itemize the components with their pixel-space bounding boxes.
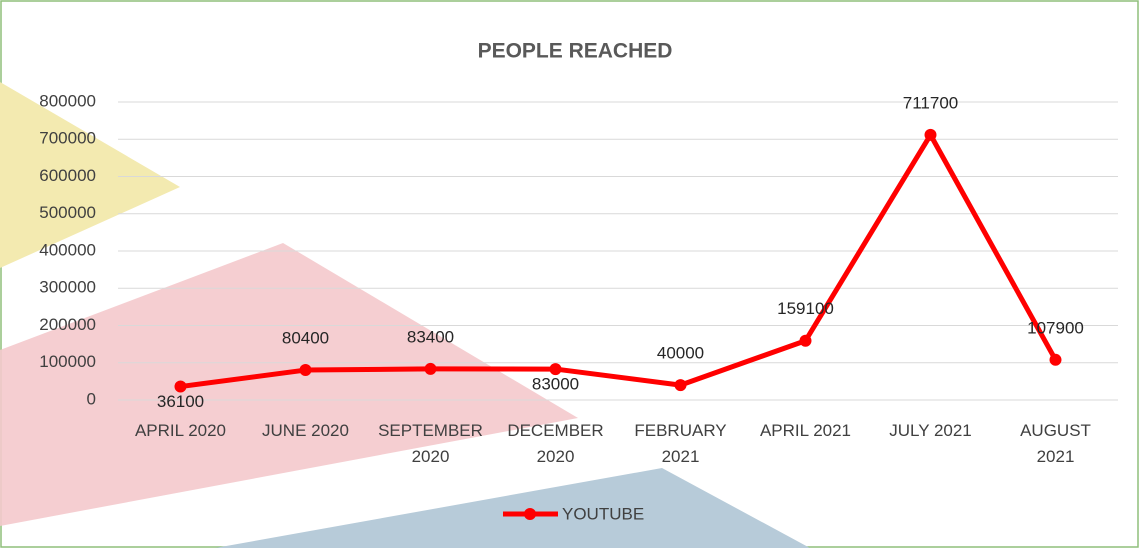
data-label: 83000 [532,375,579,394]
page: PEOPLE REACHED 0 100000 200000 300000 400000… [0,0,1139,548]
data-label: 83400 [407,327,454,346]
point [675,379,687,391]
data-label: 711700 [903,93,958,112]
x-tick-label: SEPTEMBER 2020 [375,418,487,470]
point [425,363,437,375]
chart-title: PEOPLE REACHED [478,40,673,63]
y-tick-label: 200000 [39,315,96,334]
point [800,335,812,347]
x-tick-label: APRIL 2021 [750,418,862,444]
x-tick-label: AUGUST 2021 [1000,418,1112,470]
y-tick-label: 600000 [39,166,96,185]
x-tick-label: JUNE 2020 [250,418,362,444]
point [175,381,187,393]
x-tick-label: APRIL 2020 [125,418,237,444]
x-tick-label: FEBRUARY 2021 [625,418,737,470]
point [925,129,937,141]
y-tick-label: 300000 [39,278,96,297]
y-tick-label: 100000 [39,352,96,371]
data-label: 80400 [282,329,329,348]
y-tick-label: 400000 [39,240,96,259]
data-label: 40000 [657,344,704,363]
point [300,364,312,376]
point [1050,354,1062,366]
legend-marker [524,508,536,520]
data-label: 107900 [1027,318,1084,337]
y-tick-label: 0 [87,389,96,408]
point [550,363,562,375]
y-tick-label: 800000 [39,91,96,110]
x-tick-label: JULY 2021 [875,418,987,444]
data-label: 159100 [777,299,834,318]
y-tick-label: 700000 [39,129,96,148]
data-label: 36100 [157,392,204,411]
x-tick-label: DECEMBER 2020 [500,418,612,470]
y-tick-label: 500000 [39,203,96,222]
legend-label: YOUTUBE [562,504,644,523]
